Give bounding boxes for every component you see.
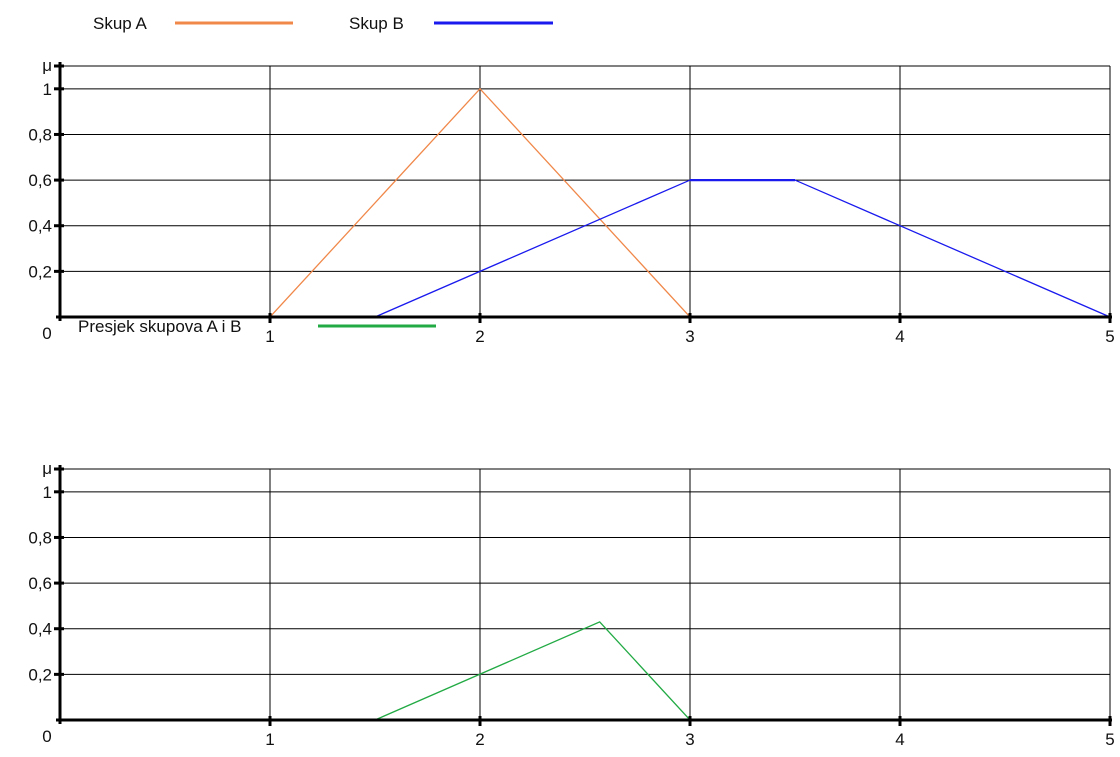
x-tick-label: 3 xyxy=(685,327,694,346)
y-tick-label: 0,8 xyxy=(28,125,52,144)
series-line-2 xyxy=(60,179,1111,318)
y-axis-label: μ xyxy=(42,56,52,75)
x-tick-label: 5 xyxy=(1105,327,1114,346)
y-tick-label: 1 xyxy=(43,80,52,99)
y-tick-label: 0,4 xyxy=(28,217,52,236)
series-line-1 xyxy=(60,621,1110,721)
x-tick-label: 3 xyxy=(685,730,694,749)
x-tick-label: 2 xyxy=(475,730,484,749)
y-axis-label: μ xyxy=(42,459,52,478)
origin-label: 0 xyxy=(42,324,51,343)
x-tick-label: 2 xyxy=(475,327,484,346)
origin-label: 0 xyxy=(42,727,51,746)
x-tick-label: 1 xyxy=(265,730,274,749)
y-tick-label: 0,6 xyxy=(28,574,52,593)
series-line-1 xyxy=(60,87,1110,318)
x-tick-label: 4 xyxy=(895,327,904,346)
y-tick-label: 0,2 xyxy=(28,665,52,684)
y-tick-label: 1 xyxy=(43,483,52,502)
x-tick-label: 5 xyxy=(1105,730,1114,749)
chart-bottom: 0,2 0,4 0,6 0,8 1 μ 0 1 2 3 4 5 Presjek skupova A i … xyxy=(28,317,1114,749)
y-tick-label: 0,6 xyxy=(28,171,52,190)
y-tick-label: 0,8 xyxy=(28,528,52,547)
x-tick-label: 4 xyxy=(895,730,904,749)
legend-label: Presjek skupova A i B xyxy=(78,317,241,336)
chart-top: 0,2 0,4 0,6 0,8 1 μ 0 1 2 3 4 5 Skup A Skup B xyxy=(28,14,1114,346)
legend-label: Skup B xyxy=(349,14,404,33)
y-tick-label: 0,4 xyxy=(28,620,52,639)
x-tick-label: 1 xyxy=(265,327,274,346)
legend-label: Skup A xyxy=(93,14,148,33)
y-tick-label: 0,2 xyxy=(28,262,52,281)
